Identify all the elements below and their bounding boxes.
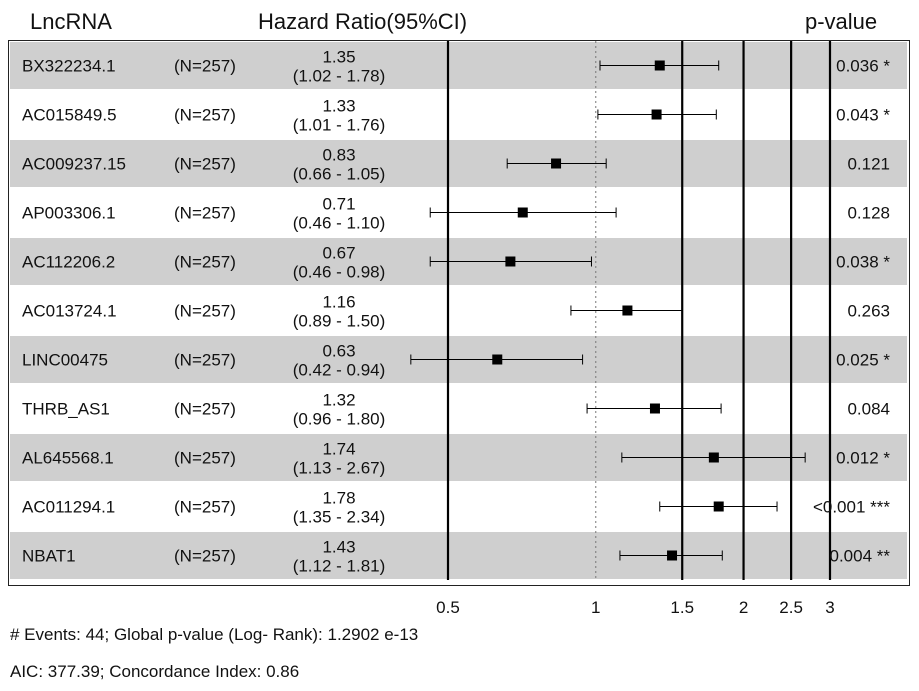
sample-size: (N=257) <box>174 498 236 517</box>
ci-value: (0.46 - 1.10) <box>293 214 386 233</box>
lncrna-name: AP003306.1 <box>22 204 116 223</box>
p-value: <0.001 *** <box>813 498 890 517</box>
sample-size: (N=257) <box>174 302 236 321</box>
hr-marker <box>517 207 528 218</box>
p-value: 0.038 * <box>836 253 890 272</box>
lncrna-name: AL645568.1 <box>22 449 114 468</box>
ci-value: (0.89 - 1.50) <box>293 312 386 331</box>
sample-size: (N=257) <box>174 57 236 76</box>
tick-label: 0.5 <box>436 598 460 617</box>
row-band <box>10 42 907 89</box>
hr-value: 1.35 <box>322 48 355 67</box>
lncrna-name: BX322234.1 <box>22 57 116 76</box>
hr-marker <box>708 452 719 463</box>
p-value: 0.263 <box>847 302 890 321</box>
p-value: 0.036 * <box>836 57 890 76</box>
lncrna-name: AC015849.5 <box>22 106 117 125</box>
footer-aic: AIC: 377.39; Concordance Index: 0.86 <box>10 662 300 681</box>
tick-label: 2 <box>739 598 748 617</box>
tick-label: 3 <box>825 598 834 617</box>
hr-value: 0.83 <box>322 146 355 165</box>
p-value: 0.084 <box>847 400 890 419</box>
hr-marker <box>622 305 633 316</box>
hr-marker <box>651 109 662 120</box>
header-hazard-ratio: Hazard Ratio(95%CI) <box>258 9 468 34</box>
ci-value: (1.13 - 2.67) <box>293 459 386 478</box>
ci-value: (1.01 - 1.76) <box>293 116 386 135</box>
hr-value: 0.71 <box>322 195 355 214</box>
tick-label: 2.5 <box>779 598 803 617</box>
hr-marker <box>649 403 660 414</box>
p-value: 0.043 * <box>836 106 890 125</box>
sample-size: (N=257) <box>174 106 236 125</box>
header-lncrna: LncRNA <box>30 9 112 34</box>
row-band <box>10 140 907 187</box>
hr-marker <box>505 256 516 267</box>
hr-marker <box>713 501 724 512</box>
ci-value: (0.46 - 0.98) <box>293 263 386 282</box>
lncrna-name: AC011294.1 <box>22 498 115 517</box>
hr-value: 1.16 <box>322 293 355 312</box>
sample-size: (N=257) <box>174 204 236 223</box>
tick-label: 1 <box>591 598 600 617</box>
ci-value: (1.02 - 1.78) <box>293 67 386 86</box>
forest-plot-frame <box>8 40 910 586</box>
hr-marker <box>667 550 678 561</box>
lncrna-name: AC013724.1 <box>22 302 117 321</box>
hr-value: 0.67 <box>322 244 355 263</box>
hr-value: 1.33 <box>322 97 355 116</box>
p-value: 0.025 * <box>836 351 890 370</box>
ci-value: (0.96 - 1.80) <box>293 410 386 429</box>
sample-size: (N=257) <box>174 547 236 566</box>
lncrna-name: NBAT1 <box>22 547 76 566</box>
header-p-value: p-value <box>805 9 878 34</box>
lncrna-name: AC009237.15 <box>22 155 126 174</box>
hr-value: 1.32 <box>322 391 355 410</box>
ci-value: (1.35 - 2.34) <box>293 508 386 527</box>
hr-value: 1.74 <box>322 440 355 459</box>
lncrna-name: LINC00475 <box>22 351 108 370</box>
lncrna-name: THRB_AS1 <box>22 400 110 419</box>
sample-size: (N=257) <box>174 253 236 272</box>
footer-events: # Events: 44; Global p-value (Log- Rank)… <box>10 625 419 644</box>
sample-size: (N=257) <box>174 155 236 174</box>
sample-size: (N=257) <box>174 351 236 370</box>
hr-value: 1.78 <box>322 489 355 508</box>
p-value: 0.004 ** <box>830 547 891 566</box>
ci-value: (0.42 - 0.94) <box>293 361 386 380</box>
p-value: 0.012 * <box>836 449 890 468</box>
ci-value: (0.66 - 1.05) <box>293 165 386 184</box>
hr-value: 1.43 <box>322 538 355 557</box>
hr-value: 0.63 <box>322 342 355 361</box>
row-band <box>10 532 907 579</box>
hr-marker <box>654 60 665 71</box>
p-value: 0.121 <box>847 155 890 174</box>
ci-value: (1.12 - 1.81) <box>293 557 386 576</box>
tick-label: 1.5 <box>670 598 694 617</box>
hr-marker <box>551 158 562 169</box>
lncrna-name: AC112206.2 <box>22 253 115 272</box>
sample-size: (N=257) <box>174 449 236 468</box>
sample-size: (N=257) <box>174 400 236 419</box>
p-value: 0.128 <box>847 204 890 223</box>
hr-marker <box>492 354 503 365</box>
